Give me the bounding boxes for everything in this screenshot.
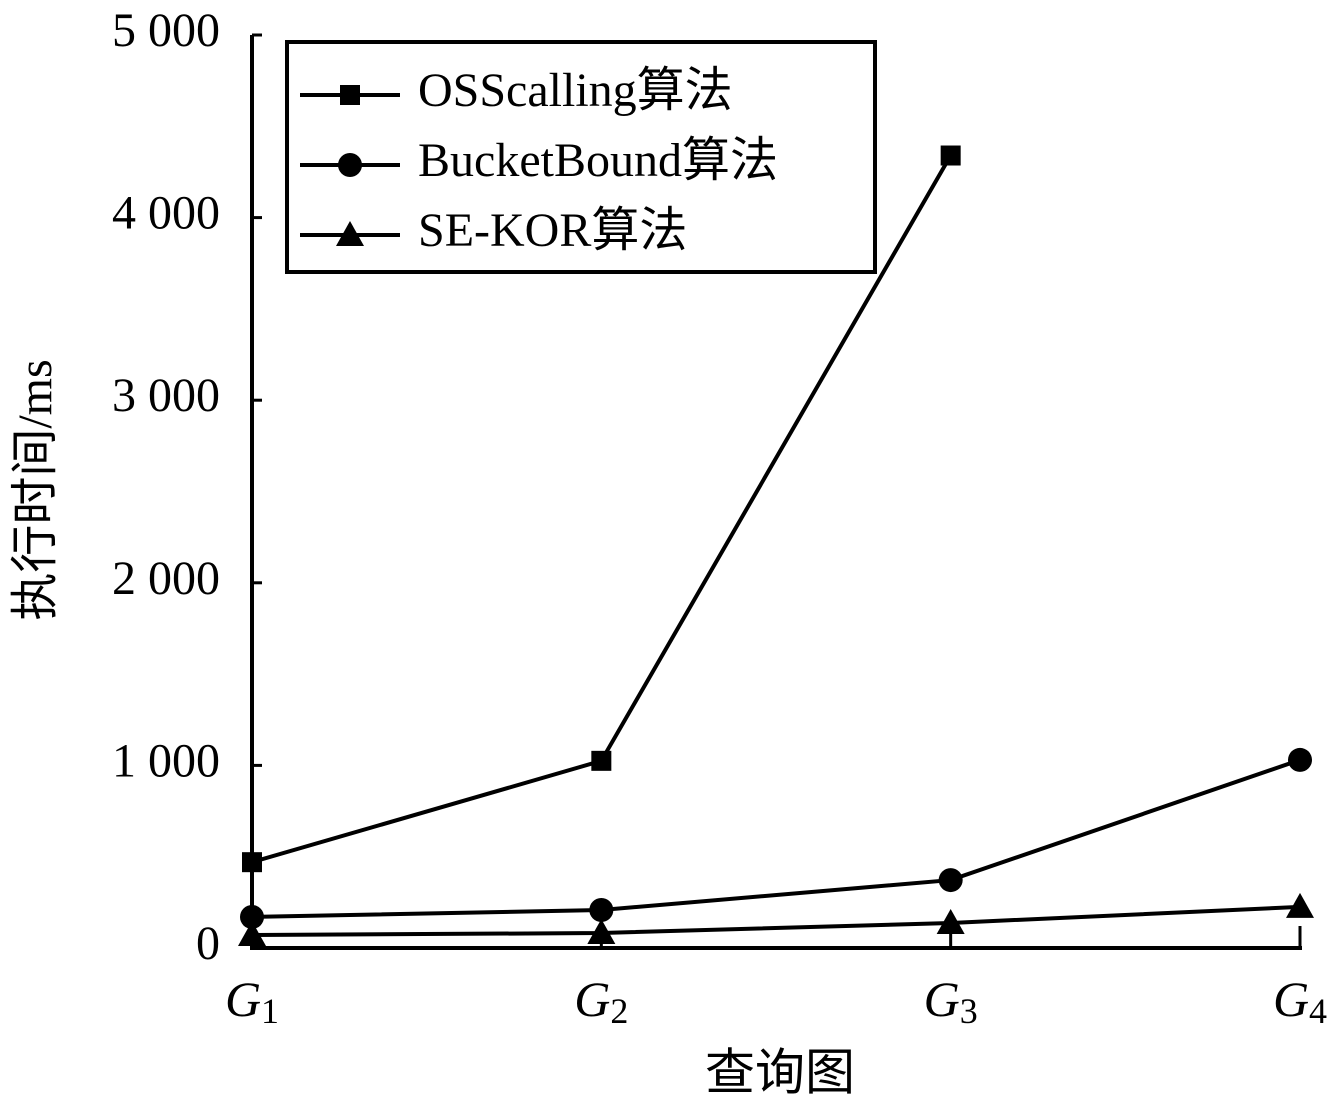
marker — [591, 750, 612, 771]
marker — [336, 221, 364, 246]
marker — [936, 908, 965, 934]
x-tick-label: G3 — [924, 971, 978, 1031]
marker — [240, 904, 264, 929]
y-tick-label: 4 000 — [112, 187, 220, 240]
legend-label: SE-KOR算法 — [418, 204, 687, 257]
y-tick-label: 0 — [196, 917, 220, 970]
y-tick-label: 2 000 — [112, 552, 220, 605]
legend-label: BucketBound算法 — [418, 134, 778, 187]
marker — [587, 919, 616, 945]
marker — [1286, 892, 1314, 918]
y-tick-label: 1 000 — [112, 734, 220, 787]
x-tick-label: G4 — [1273, 971, 1327, 1031]
series-line — [251, 904, 1301, 938]
marker — [242, 852, 262, 873]
marker — [940, 145, 961, 166]
legend: OSScalling算法 BucketBound算法 SE-KOR算法 — [285, 40, 877, 274]
y-tick-label: 5 000 — [112, 4, 220, 57]
x-tick-label: G2 — [574, 971, 628, 1031]
marker — [589, 898, 614, 923]
x-tick-label: G1 — [225, 971, 279, 1031]
marker — [938, 868, 963, 893]
marker — [338, 153, 362, 177]
marker — [1288, 747, 1312, 772]
marker — [340, 85, 360, 105]
series-line — [251, 758, 1301, 919]
marker — [238, 921, 266, 947]
x-axis-label: 查询图 — [705, 1044, 855, 1100]
y-axis-label: 执行时间/ms — [9, 359, 62, 620]
y-tick-label: 3 000 — [112, 369, 220, 422]
legend-label: OSScalling算法 — [418, 64, 733, 117]
